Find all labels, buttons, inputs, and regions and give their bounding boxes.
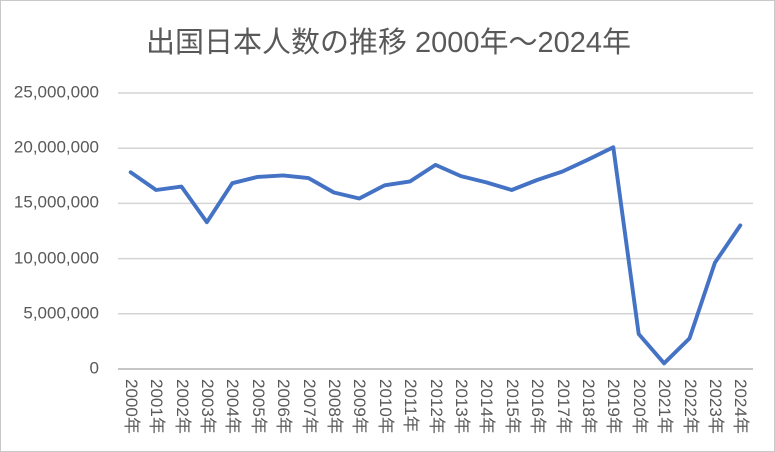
series-line-group <box>128 145 743 366</box>
x-tick-label: 2000年 <box>121 379 141 434</box>
x-tick-label: 2015年 <box>502 379 522 434</box>
x-tick-label: 2008年 <box>324 379 344 434</box>
x-tick-label: 2021年 <box>655 379 675 434</box>
x-tick-label: 2012年 <box>426 379 446 434</box>
x-tick-label: 2006年 <box>274 379 294 434</box>
x-tick-label: 2013年 <box>451 379 471 434</box>
x-tick-label: 2014年 <box>477 379 497 434</box>
y-tick-label: 15,000,000 <box>13 193 99 213</box>
x-tick-label: 2023年 <box>705 379 725 434</box>
x-tick-label: 2016年 <box>528 379 548 434</box>
x-tick-label: 2022年 <box>680 379 700 434</box>
y-tick-label: 20,000,000 <box>13 137 99 157</box>
gridlines <box>118 92 753 370</box>
x-tick-label: 2018年 <box>578 379 598 434</box>
y-tick-label: 5,000,000 <box>23 303 99 323</box>
x-tick-label: 2024年 <box>731 379 751 434</box>
y-tick-label: 10,000,000 <box>13 248 99 268</box>
x-tick-label: 2005年 <box>248 379 268 434</box>
x-tick-label: 2001年 <box>147 379 167 434</box>
y-tick-label: 0 <box>89 358 99 378</box>
x-tick-label: 2004年 <box>223 379 243 434</box>
x-tick-label: 2017年 <box>553 379 573 434</box>
y-tick-label: 25,000,000 <box>13 82 99 102</box>
x-tick-label: 2019年 <box>604 379 624 434</box>
x-tick-label: 2009年 <box>350 379 370 434</box>
chart-title: 出国日本人数の推移 2000年〜2024年 <box>145 27 632 59</box>
x-tick-label: 2010年 <box>375 379 395 434</box>
x-tick-label: 2002年 <box>172 379 192 434</box>
series-line <box>128 145 743 366</box>
x-tick-label: 2020年 <box>629 379 649 434</box>
x-tick-label: 2007年 <box>299 379 319 434</box>
x-tick-label: 2011年 <box>401 379 421 433</box>
x-tick-label: 2003年 <box>197 379 217 434</box>
